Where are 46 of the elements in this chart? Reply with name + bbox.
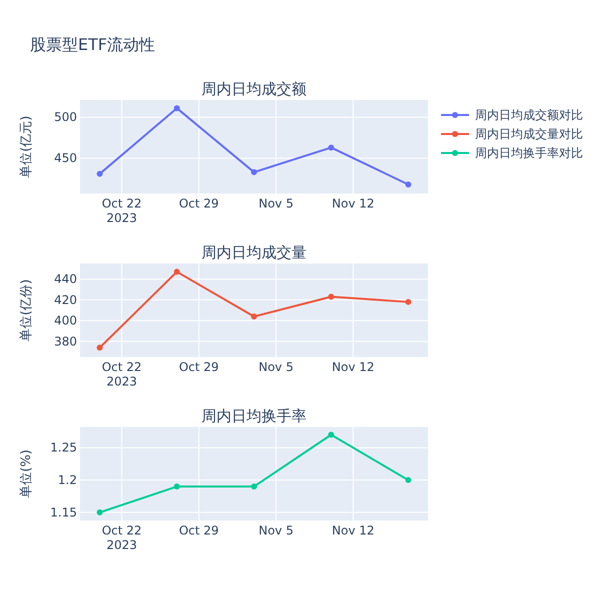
y-axis-title: 单位(%) (19, 450, 34, 498)
legend-label: 周内日均成交量对比 (475, 127, 583, 141)
x-tick-label: Oct 22 2023 (102, 360, 142, 388)
legend-label: 周内日均成交额对比 (475, 108, 583, 122)
y-tick-label: 420 (54, 292, 77, 307)
y-tick-label: 440 (54, 272, 77, 286)
y-tick-label: 1.2 (58, 473, 77, 488)
point (96, 170, 103, 177)
point (174, 105, 180, 112)
y-tick-label: 450 (54, 151, 77, 166)
legend-label: 周内日均换手率对比 (475, 146, 583, 160)
x-tick-label: Oct 29 (178, 196, 219, 210)
x-tick-label: Nov 5 (258, 196, 294, 210)
y-tick-label: 1.15 (50, 505, 77, 520)
point (328, 294, 334, 300)
point (405, 298, 412, 305)
point (96, 344, 103, 351)
point (96, 509, 103, 516)
chart-subtitle: 周内日均换手率 (202, 407, 306, 425)
chart-title: 股票型ETF流动性 (30, 35, 156, 54)
x-tick-label: Nov 12 (332, 524, 374, 538)
chart-subtitle: 周内日均成交量 (202, 244, 306, 262)
x-tick-label: Nov 5 (258, 524, 294, 538)
x-tick-label: Oct 22 2023 (102, 524, 142, 552)
point (405, 477, 412, 484)
point (251, 313, 257, 320)
y-tick-label: 500 (54, 110, 77, 124)
x-tick-label: Oct 29 (178, 360, 219, 374)
y-tick-label: 380 (54, 334, 77, 348)
y-tick-label: 1.25 (50, 440, 77, 455)
point (174, 268, 180, 275)
x-tick-label: Nov 5 (258, 360, 294, 374)
point (328, 144, 334, 151)
point (251, 484, 257, 490)
y-tick-label: 400 (54, 314, 77, 328)
y-axis-title: 单位(亿元) (19, 116, 34, 178)
x-tick-label: Nov 12 (332, 360, 374, 374)
x-tick-label: Nov 12 (332, 196, 374, 210)
chart-subtitle: 周内日均成交额 (202, 80, 306, 98)
x-tick-label: Oct 29 (178, 524, 219, 538)
x-tick-label: Oct 22 2023 (102, 196, 142, 225)
point (328, 432, 334, 438)
point (174, 484, 180, 490)
point (251, 169, 257, 176)
y-axis-title: 单位(亿份) (19, 279, 34, 342)
point (405, 181, 412, 188)
